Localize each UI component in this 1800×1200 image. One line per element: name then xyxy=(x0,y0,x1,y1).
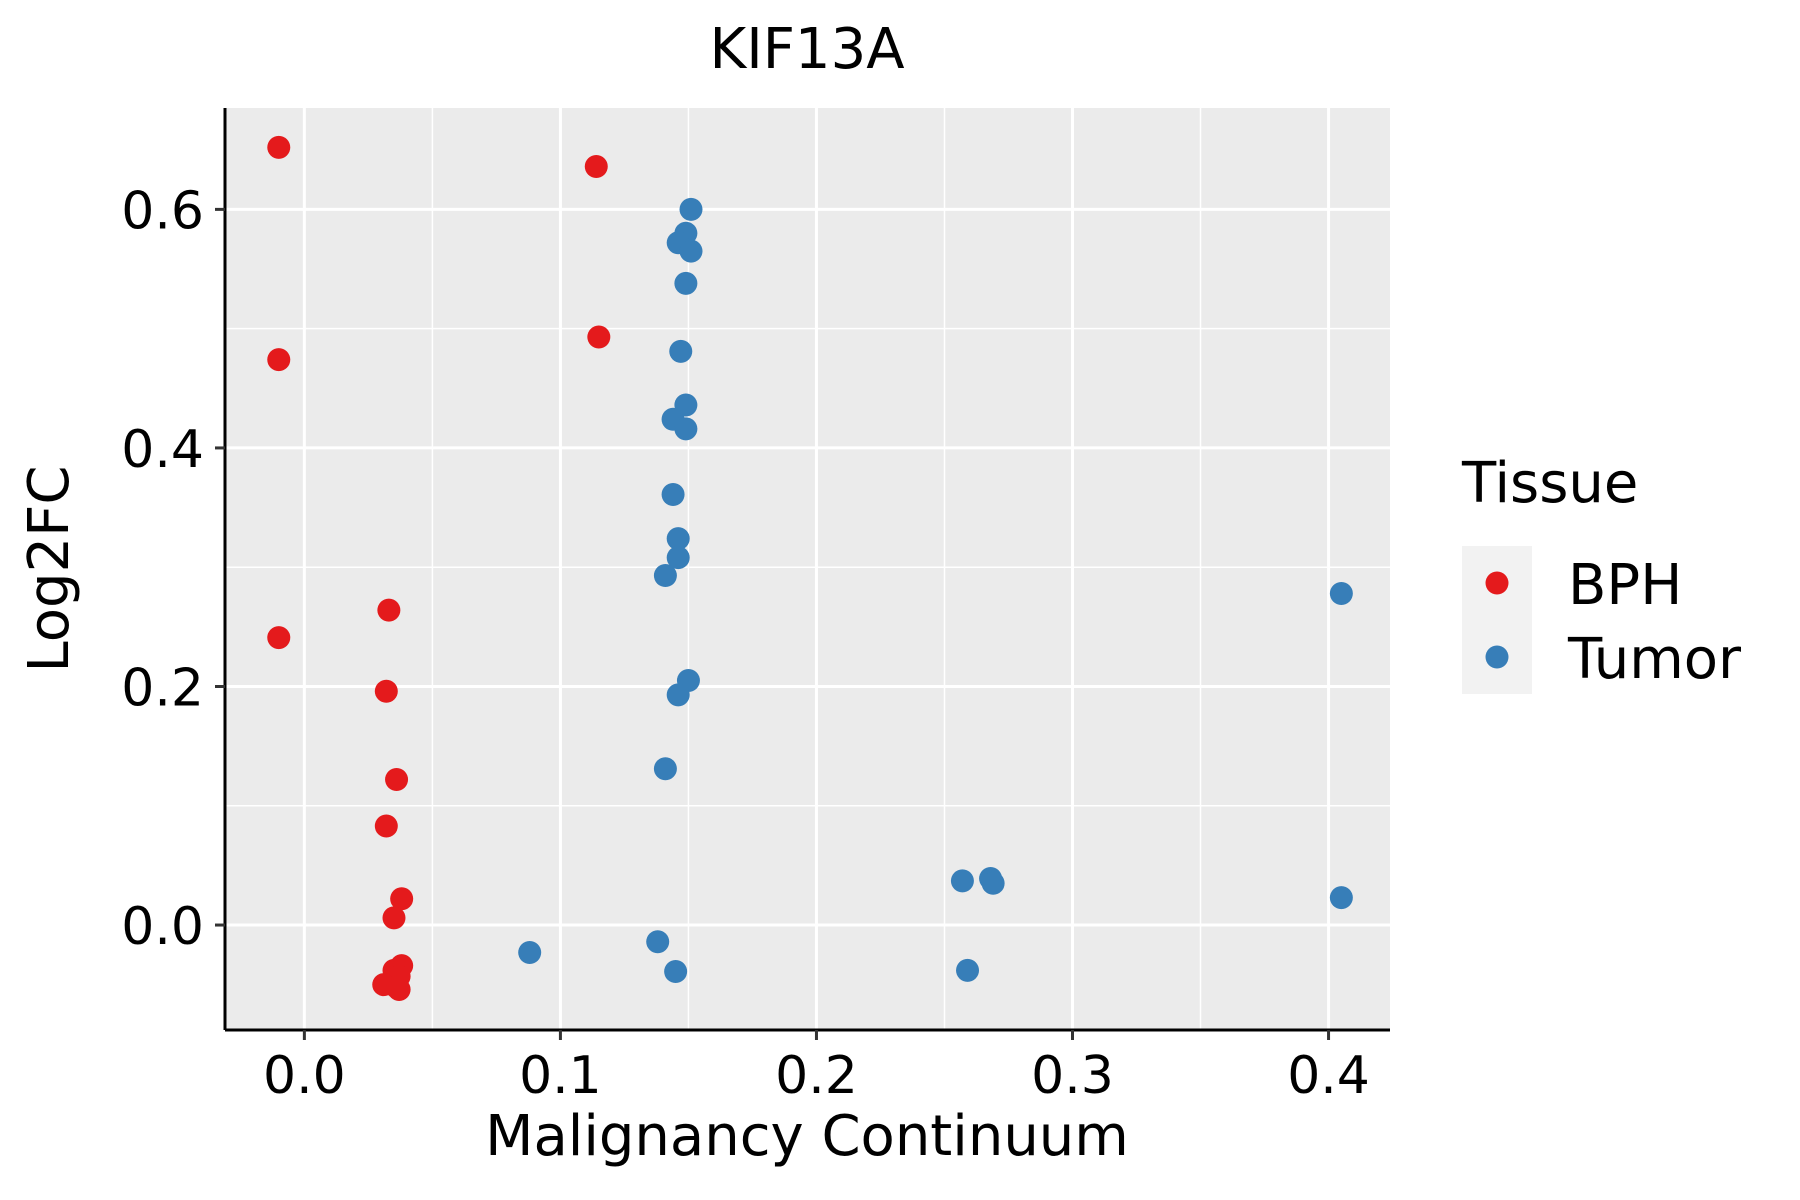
x-tick-label: 0.4 xyxy=(1287,1046,1370,1106)
point-tumor xyxy=(956,958,980,982)
point-tumor xyxy=(674,271,698,295)
point-tumor xyxy=(653,564,677,588)
point-tumor xyxy=(666,546,690,570)
point-bph xyxy=(374,814,398,838)
plot-panel xyxy=(225,108,1390,1030)
y-tick-label: 0.4 xyxy=(121,420,204,480)
legend-key-tumor xyxy=(1485,645,1509,669)
x-tick-label: 0.0 xyxy=(263,1046,346,1106)
point-bph xyxy=(584,154,608,178)
point-bph xyxy=(387,977,411,1001)
point-bph xyxy=(377,598,401,622)
y-axis-label: Log2FC xyxy=(17,466,82,673)
point-bph xyxy=(587,325,611,349)
point-bph xyxy=(385,768,409,792)
point-tumor xyxy=(661,482,685,506)
point-tumor xyxy=(666,527,690,551)
point-tumor xyxy=(1329,886,1353,910)
point-tumor xyxy=(518,940,542,964)
legend-label-bph: BPH xyxy=(1568,553,1682,618)
y-tick-label: 0.0 xyxy=(121,897,204,957)
point-tumor xyxy=(1329,581,1353,605)
point-tumor xyxy=(664,960,688,984)
point-tumor xyxy=(674,417,698,441)
legend-key-background xyxy=(1462,546,1532,694)
point-tumor xyxy=(653,757,677,781)
point-bph xyxy=(382,906,406,930)
y-axis-ticks: 0.0 0.2 0.4 0.6 xyxy=(121,181,225,957)
y-tick-label: 0.6 xyxy=(121,181,204,241)
point-tumor xyxy=(669,339,693,363)
y-tick-label: 0.2 xyxy=(121,658,204,718)
legend-label-tumor: Tumor xyxy=(1567,627,1742,692)
point-bph xyxy=(267,626,291,650)
point-tumor xyxy=(679,239,703,263)
x-tick-label: 0.3 xyxy=(1031,1046,1114,1106)
point-tumor xyxy=(981,871,1005,895)
x-axis-label: Malignancy Continuum xyxy=(485,1104,1129,1169)
x-axis-ticks: 0.0 0.1 0.2 0.3 0.4 xyxy=(263,1030,1370,1106)
point-tumor xyxy=(646,930,670,954)
point-tumor xyxy=(679,197,703,221)
legend: Tissue BPH Tumor xyxy=(1461,451,1742,694)
data-points xyxy=(267,135,1353,1001)
grid-major xyxy=(225,108,1390,1030)
point-bph xyxy=(267,135,291,159)
x-tick-label: 0.1 xyxy=(519,1046,602,1106)
point-bph xyxy=(267,348,291,372)
chart-title: KIF13A xyxy=(709,17,904,82)
x-tick-label: 0.2 xyxy=(775,1046,858,1106)
point-tumor xyxy=(950,869,974,893)
point-bph xyxy=(390,887,414,911)
legend-title: Tissue xyxy=(1461,451,1638,516)
point-bph xyxy=(374,679,398,703)
point-tumor xyxy=(666,683,690,707)
legend-key-bph xyxy=(1485,571,1509,595)
